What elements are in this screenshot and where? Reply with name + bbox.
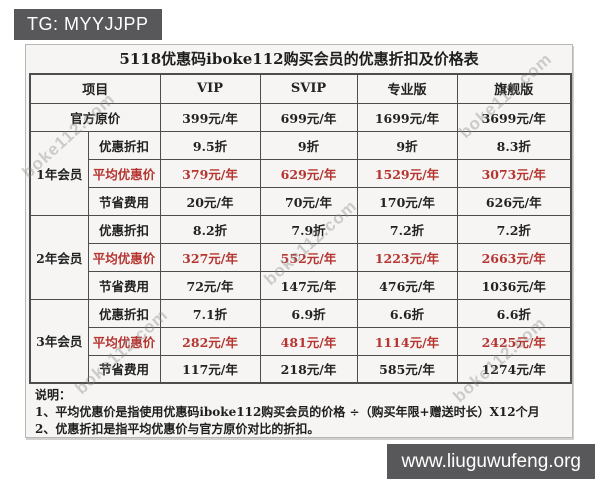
row-label: 优惠折扣 xyxy=(87,214,161,244)
price-cell: 481元/年 xyxy=(259,326,358,356)
row-label: 平均优惠价 xyxy=(87,242,161,272)
price-sheet: 5118优惠码iboke112购买会员的优惠折扣及价格表 项目 VIP SVIP… xyxy=(25,44,573,438)
tg-contact-badge: TG: MYYJJPP xyxy=(14,9,162,40)
discount-row: 2年会员 优惠折扣 8.2折 7.9折 7.2折 7.2折 xyxy=(29,214,572,300)
price-cell: 1274元/年 xyxy=(456,354,572,384)
group-label-3year: 3年会员 xyxy=(29,298,89,384)
notes-section: 说明： 1、平均优惠价是指使用优惠码iboke112购买会员的价格 ÷（购买年限… xyxy=(29,384,569,438)
price-cell: 1223元/年 xyxy=(356,242,458,272)
savings-row: 节省费用 72元/年 147元/年 476元/年 1036元/年 xyxy=(30,270,572,300)
header-row: 项目 VIP SVIP 专业版 旗舰版 xyxy=(29,73,572,104)
discount-cell: 9.5折 xyxy=(159,130,261,160)
column-header-vip: VIP xyxy=(159,73,261,104)
price-cell: 585元/年 xyxy=(356,354,458,384)
price-cell: 552元/年 xyxy=(259,242,358,272)
price-cell: 476元/年 xyxy=(356,270,458,300)
column-header-pro: 专业版 xyxy=(356,73,458,104)
row-label: 优惠折扣 xyxy=(87,130,161,160)
price-cell: 379元/年 xyxy=(159,158,261,188)
discount-cell: 7.1折 xyxy=(159,298,261,328)
discount-cell: 7.9折 xyxy=(259,214,358,244)
avg-price-row: 平均优惠价 379元/年 629元/年 1529元/年 3073元/年 xyxy=(30,158,572,188)
row-label: 平均优惠价 xyxy=(87,158,161,188)
price-cell: 629元/年 xyxy=(259,158,358,188)
price-cell: 218元/年 xyxy=(259,354,358,384)
note-line: 2、优惠折扣是指平均优惠价与官方原价对比的折扣。 xyxy=(35,422,320,436)
discount-cell: 7.2折 xyxy=(456,214,572,244)
original-price-row: 官方原价 399元/年 699元/年 1699元/年 3699元/年 xyxy=(29,102,572,132)
column-header-item: 项目 xyxy=(29,73,161,104)
discount-cell: 6.6折 xyxy=(456,298,572,328)
column-header-flagship: 旗舰版 xyxy=(456,73,572,104)
savings-row: 节省费用 20元/年 70元/年 170元/年 626元/年 xyxy=(30,186,572,216)
row-label: 平均优惠价 xyxy=(87,326,161,356)
avg-price-row: 平均优惠价 327元/年 552元/年 1223元/年 2663元/年 xyxy=(30,242,572,272)
price-cell: 170元/年 xyxy=(356,186,458,216)
group-label-1year: 1年会员 xyxy=(29,130,89,216)
price-cell: 147元/年 xyxy=(259,270,358,300)
row-label: 节省费用 xyxy=(87,354,161,384)
row-label: 优惠折扣 xyxy=(87,298,161,328)
price-cell: 20元/年 xyxy=(159,186,261,216)
price-cell: 399元/年 xyxy=(159,102,261,132)
discount-cell: 9折 xyxy=(356,130,458,160)
notes-heading: 说明： xyxy=(35,388,72,402)
row-label: 官方原价 xyxy=(29,102,161,132)
price-cell: 117元/年 xyxy=(159,354,261,384)
price-cell: 1699元/年 xyxy=(356,102,458,132)
price-cell: 3699元/年 xyxy=(456,102,572,132)
price-cell: 1036元/年 xyxy=(456,270,572,300)
discount-cell: 8.2折 xyxy=(159,214,261,244)
discount-cell: 7.2折 xyxy=(356,214,458,244)
discount-row: 1年会员 优惠折扣 9.5折 9折 9折 8.3折 xyxy=(29,130,572,216)
price-table: 项目 VIP SVIP 专业版 旗舰版 官方原价 399元/年 699元/年 1… xyxy=(29,73,573,384)
price-cell: 3073元/年 xyxy=(456,158,572,188)
price-cell: 1529元/年 xyxy=(356,158,458,188)
price-cell: 282元/年 xyxy=(159,326,261,356)
column-header-svip: SVIP xyxy=(259,73,358,104)
price-cell: 1114元/年 xyxy=(356,326,458,356)
group-label-2year: 2年会员 xyxy=(29,214,89,300)
price-cell: 70元/年 xyxy=(259,186,358,216)
price-cell: 626元/年 xyxy=(456,186,572,216)
discount-row: 3年会员 优惠折扣 7.1折 6.9折 6.6折 6.6折 xyxy=(29,298,572,384)
row-label: 节省费用 xyxy=(87,270,161,300)
discount-cell: 6.6折 xyxy=(356,298,458,328)
discount-cell: 9折 xyxy=(259,130,358,160)
discount-cell: 8.3折 xyxy=(456,130,572,160)
row-label: 节省费用 xyxy=(87,186,161,216)
price-cell: 327元/年 xyxy=(159,242,261,272)
price-cell: 72元/年 xyxy=(159,270,261,300)
savings-row: 节省费用 117元/年 218元/年 585元/年 1274元/年 xyxy=(30,354,572,384)
note-line: 1、平均优惠价是指使用优惠码iboke112购买会员的价格 ÷（购买年限+赠送时… xyxy=(35,405,540,419)
price-cell: 2663元/年 xyxy=(456,242,572,272)
discount-cell: 6.9折 xyxy=(259,298,358,328)
price-cell: 699元/年 xyxy=(259,102,358,132)
website-badge: www.liuguwufeng.org xyxy=(387,444,595,479)
price-cell: 2425元/年 xyxy=(456,326,572,356)
avg-price-row: 平均优惠价 282元/年 481元/年 1114元/年 2425元/年 xyxy=(30,326,572,356)
table-title: 5118优惠码iboke112购买会员的优惠折扣及价格表 xyxy=(119,50,479,68)
